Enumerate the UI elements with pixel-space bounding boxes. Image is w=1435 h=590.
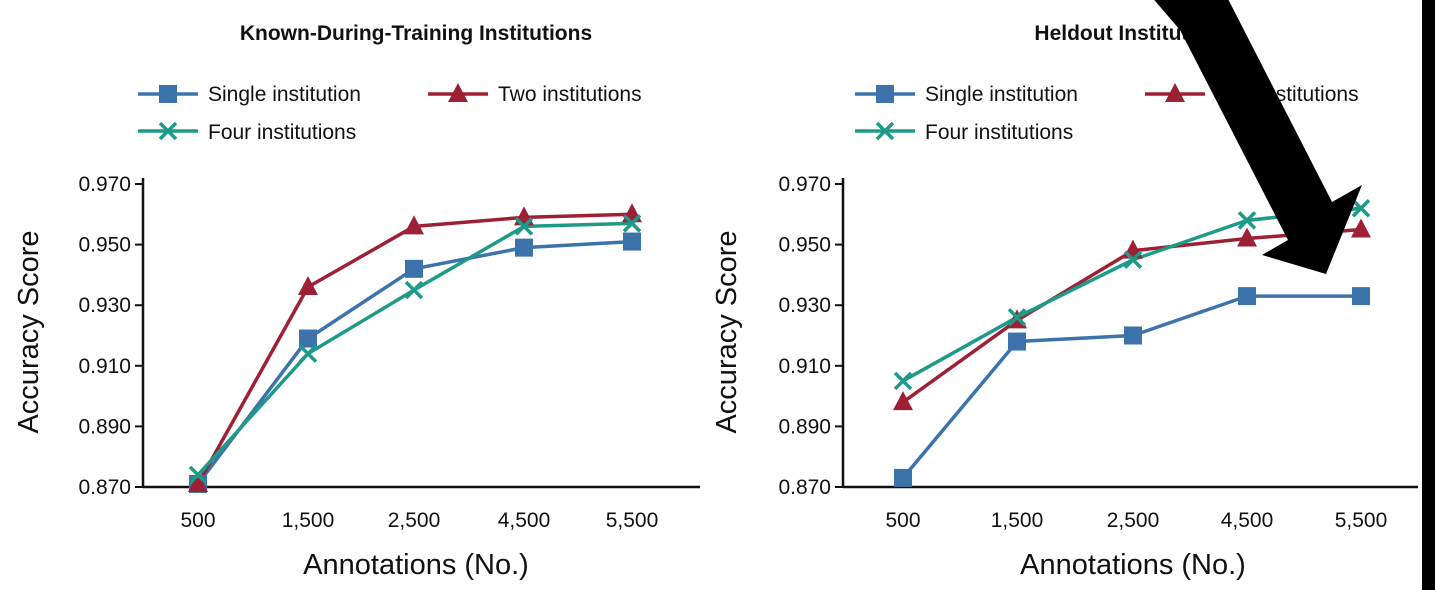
left-data-point-triangle bbox=[298, 276, 318, 296]
left-x-tick-label: 5,500 bbox=[606, 509, 659, 532]
left-series-line-square bbox=[196, 239, 633, 486]
left-data-point-square bbox=[623, 232, 641, 251]
right-legend-marker-four bbox=[875, 121, 895, 141]
right-legend-label-four: Four institutions bbox=[925, 121, 1073, 144]
right-x-tick-label: 1,500 bbox=[991, 509, 1044, 532]
right-data-point-square bbox=[1124, 326, 1142, 345]
right-y-tick-label: 0.970 bbox=[778, 173, 831, 196]
left-x-axis-label: Annotations (No.) bbox=[303, 549, 529, 581]
right-data-point-square bbox=[1008, 332, 1026, 351]
left-data-point-x bbox=[404, 280, 424, 300]
left-y-tick-label: 0.890 bbox=[78, 415, 131, 438]
left-x-tick-label: 2,500 bbox=[388, 509, 441, 532]
left-data-point-x bbox=[188, 465, 208, 485]
left-x-tick-label: 4,500 bbox=[498, 509, 551, 532]
left-series-line-triangle bbox=[196, 212, 633, 485]
right-data-point-triangle bbox=[893, 391, 913, 411]
left-legend-label-four: Four institutions bbox=[208, 121, 356, 144]
right-x-tick-label: 5,500 bbox=[1335, 509, 1388, 532]
left-data-point-square bbox=[405, 259, 423, 278]
left-data-point-triangle bbox=[404, 215, 424, 235]
right-y-tick-label: 0.950 bbox=[778, 234, 831, 257]
right-data-point-square bbox=[894, 468, 912, 487]
left-y-tick-label: 0.910 bbox=[78, 355, 131, 378]
left-data-point-x bbox=[622, 214, 642, 233]
right-y-tick-label: 0.910 bbox=[778, 355, 831, 378]
left-legend-marker-four bbox=[158, 121, 178, 141]
left-legend-label-single: Single institution bbox=[208, 83, 361, 106]
left-y-tick-label: 0.930 bbox=[78, 294, 131, 317]
right-data-point-x bbox=[1007, 308, 1027, 327]
right-y-tick-label: 0.890 bbox=[778, 415, 831, 438]
right-data-point-square bbox=[1238, 287, 1256, 306]
left-y-tick-label: 0.870 bbox=[78, 476, 131, 499]
left-y-axis-label: Accuracy Score bbox=[13, 230, 45, 433]
right-legend-label-single: Single institution bbox=[925, 83, 1078, 106]
left-y-tick-label: 0.950 bbox=[78, 234, 131, 257]
right-data-point-square bbox=[1352, 287, 1370, 306]
pointer-arrow-icon bbox=[1154, 0, 1362, 274]
right-x-tick-label: 500 bbox=[885, 509, 920, 532]
right-data-point-triangle bbox=[1351, 218, 1371, 238]
right-x-axis-label: Annotations (No.) bbox=[1020, 549, 1246, 581]
left-chart-title: Known-During-Training Institutions bbox=[240, 22, 592, 45]
right-data-point-x bbox=[1237, 211, 1257, 230]
right-y-tick-label: 0.870 bbox=[778, 476, 831, 499]
left-data-point-triangle bbox=[188, 472, 208, 492]
left-data-point-square bbox=[299, 329, 317, 348]
left-data-point-square bbox=[515, 238, 533, 257]
left-x-tick-label: 1,500 bbox=[282, 509, 335, 532]
left-legend-marker-single bbox=[159, 85, 177, 103]
left-x-tick-label: 500 bbox=[180, 509, 215, 532]
right-data-point-triangle bbox=[1237, 227, 1257, 247]
left-legend-label-two: Two institutions bbox=[498, 83, 642, 106]
right-y-tick-label: 0.930 bbox=[778, 294, 831, 317]
right-legend-marker-single bbox=[876, 85, 894, 103]
right-x-tick-label: 4,500 bbox=[1221, 509, 1274, 532]
left-legend-marker-two bbox=[448, 83, 468, 102]
right-data-point-x bbox=[893, 371, 913, 391]
left-y-tick-label: 0.970 bbox=[78, 173, 131, 196]
right-y-axis-label: Accuracy Score bbox=[711, 230, 743, 433]
right-data-point-x bbox=[1351, 199, 1371, 218]
left-data-point-x bbox=[514, 217, 534, 236]
right-legend-marker-two bbox=[1165, 83, 1185, 102]
right-x-tick-label: 2,500 bbox=[1107, 509, 1160, 532]
left-data-point-x bbox=[298, 344, 318, 363]
right-data-point-x bbox=[1123, 250, 1143, 269]
right-series-line-square bbox=[901, 294, 1361, 480]
plot-area: 0.870 0.890 0.910 0.930 0.950 0.970 500 1,500 2,… bbox=[78, 83, 1418, 532]
